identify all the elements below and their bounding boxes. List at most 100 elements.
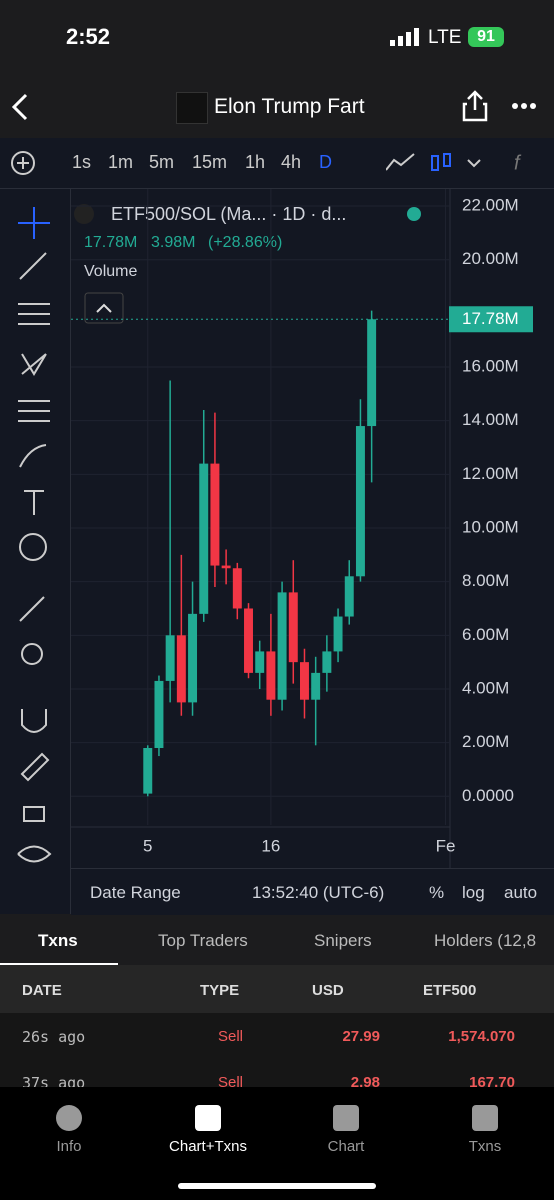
nav-icon (333, 1105, 359, 1131)
nav-icon (56, 1105, 82, 1131)
x-tick-label: Fe (436, 836, 456, 855)
tab[interactable]: Holders (12,8 (434, 931, 537, 950)
candle-body (199, 463, 209, 614)
candle-body (154, 680, 164, 748)
nav-icon (472, 1105, 498, 1131)
log-toggle[interactable]: log (462, 883, 485, 902)
chart-footer: Date Range 13:52:40 (UTC-6) % log auto (71, 868, 554, 915)
candle-body (266, 651, 276, 700)
candle-body (176, 635, 186, 703)
tab[interactable]: Top Traders (158, 931, 248, 950)
y-tick-label: 10.00M (462, 517, 519, 536)
cell: Sell (218, 1074, 244, 1091)
auto-toggle[interactable]: auto (504, 883, 538, 902)
volume-label: Volume (84, 263, 137, 280)
y-tick-label: 14.00M (462, 410, 519, 429)
tab[interactable]: Snipers (314, 931, 372, 950)
candle-body (210, 463, 220, 566)
time: 2:52 (66, 24, 111, 49)
cell: 2.98 (350, 1074, 380, 1091)
timeframe[interactable]: 15m (192, 152, 228, 172)
y-tick-label: 0.0000 (462, 786, 514, 805)
tab[interactable]: Txns (38, 931, 78, 950)
nav-item[interactable]: Txns (468, 1138, 502, 1155)
y-tick-label: 16.00M (462, 357, 519, 376)
last-value: 17.78M (84, 234, 137, 251)
token-icon (74, 204, 94, 224)
column-header: TYPE (200, 982, 240, 999)
chart-type-icons: f (386, 152, 522, 174)
candle-body (311, 672, 321, 700)
add-indicator[interactable] (10, 150, 36, 176)
timeframe[interactable]: 1m (108, 152, 134, 172)
y-tick-label: 8.00M (462, 571, 509, 590)
date-range[interactable]: Date Range (90, 883, 181, 902)
cell: 1,574.070 (448, 1028, 515, 1045)
percent-toggle[interactable]: % (429, 883, 445, 902)
chart-toolbar: f 1s 1m 5m 15m 1h 4h D (0, 138, 554, 189)
bottom-nav: Info Chart+Txns Chart Txns (0, 1087, 554, 1200)
y-tick-label: 22.00M (462, 196, 519, 215)
tool-icons (17, 207, 52, 863)
chart: ETF500/SOL (Ma... · 1D · d... 17.78M 3.9… (71, 189, 554, 914)
status-bar: 2:52 LTE 91 (0, 0, 554, 80)
column-header: USD (312, 982, 344, 999)
nav-item[interactable]: Chart+Txns (169, 1138, 247, 1155)
column-header: DATE (22, 982, 62, 999)
signal-icon (390, 28, 419, 46)
cell: 27.99 (342, 1028, 380, 1045)
candle-body (355, 426, 365, 577)
header: Elon Trump Fart (0, 80, 554, 138)
live-dot (407, 207, 421, 221)
network: LTE (428, 27, 462, 48)
chart-bg (71, 189, 554, 914)
tabs: Txns Top Traders Snipers Holders (12,8 (0, 915, 554, 965)
tab-underline (0, 963, 118, 965)
column-header: ETF500 (423, 982, 477, 999)
drawing-tools (0, 189, 71, 914)
more-button[interactable] (512, 102, 536, 110)
candle-body (333, 616, 343, 652)
nav-item[interactable]: Chart (327, 1138, 365, 1155)
title: Elon Trump Fart (214, 95, 365, 118)
candle-body (143, 748, 153, 794)
table-header-bg (0, 965, 554, 1013)
nav-item[interactable]: Info (56, 1138, 82, 1155)
cell: 26s ago (22, 1028, 86, 1046)
last-price-label: 17.78M (462, 309, 519, 328)
candle-body (244, 608, 253, 673)
x-tick-label: 16 (261, 836, 280, 855)
token-icon (176, 92, 208, 124)
collapse-button[interactable] (84, 292, 124, 324)
candle-body (367, 319, 377, 427)
back-button[interactable] (8, 92, 32, 122)
candle-body (344, 576, 354, 617)
timeframe[interactable]: D (319, 152, 332, 172)
change-value: 3.98M (151, 234, 195, 251)
candle-body (255, 651, 265, 673)
cell: Sell (218, 1028, 244, 1045)
nav-icon (195, 1105, 221, 1131)
y-tick-label: 4.00M (462, 678, 509, 697)
timeframe[interactable]: 4h (281, 152, 302, 172)
candle-body (300, 662, 309, 700)
share-button[interactable] (462, 90, 488, 122)
candle-body (232, 568, 242, 609)
timeframe[interactable]: 5m (149, 152, 175, 172)
svg-text:f: f (514, 152, 522, 174)
battery: 91 (468, 27, 504, 47)
timezone: 13:52:40 (UTC-6) (252, 883, 385, 902)
candle-body (322, 651, 332, 673)
candle-body (277, 592, 287, 700)
candle-body (288, 592, 298, 663)
y-tick-label: 12.00M (462, 464, 519, 483)
timeframe[interactable]: 1s (72, 152, 92, 172)
timeframe[interactable]: 1h (245, 152, 266, 172)
y-tick-label: 6.00M (462, 625, 509, 644)
candle-body (221, 565, 231, 569)
last-price-box (449, 306, 533, 333)
y-tick-label: 20.00M (462, 249, 519, 268)
txn-table: DATE TYPE USD ETF500 26s ago Sell 27.99 1,574.0… (0, 965, 554, 1092)
candle-body (188, 613, 198, 703)
